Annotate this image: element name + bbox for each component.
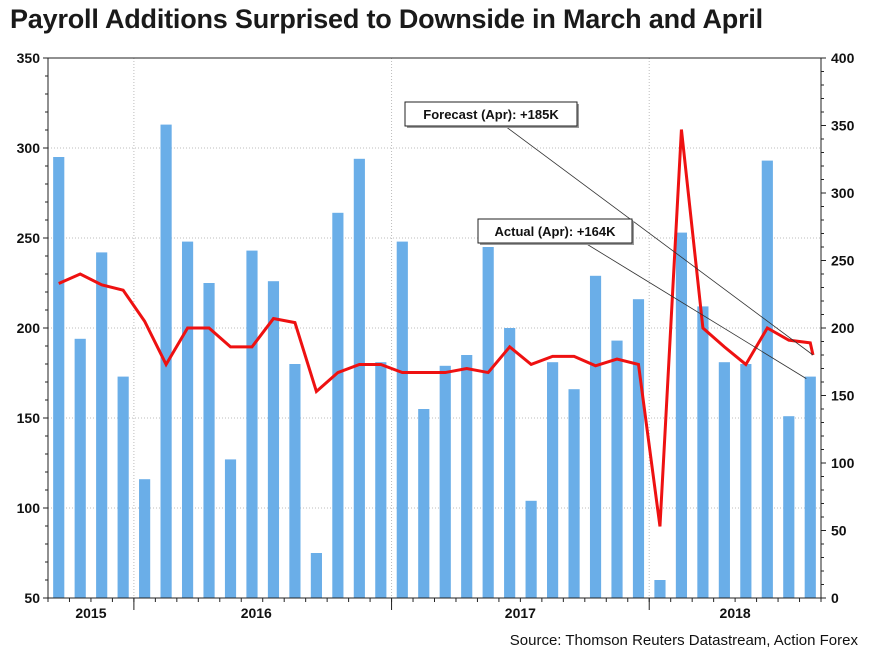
bar-actual-26 — [611, 340, 623, 598]
line-layer — [58, 129, 815, 527]
bar-actual-19 — [461, 355, 473, 598]
bar-actual-27 — [632, 299, 645, 598]
axis-layer: 50 100 150 200 250 300 350 0 50 100 150 200 250 300 35… — [17, 50, 855, 621]
annotation-leader-0 — [504, 125, 814, 356]
right-tick-label: 350 — [831, 118, 855, 134]
annotation-text-0: Forecast (Apr): +185K — [423, 107, 559, 122]
bar-actual-24 — [568, 389, 580, 598]
bar-actual-7 — [203, 283, 215, 598]
bar-layer — [53, 124, 816, 599]
bar-actual-34 — [783, 416, 795, 598]
grid-layer — [48, 58, 821, 598]
bar-actual-35 — [804, 376, 816, 598]
bar-actual-6 — [181, 241, 194, 598]
annotation-box-1 — [477, 218, 633, 244]
right-tick-label: 300 — [831, 185, 855, 201]
bar-actual-9 — [246, 250, 258, 598]
left-tick-label: 250 — [17, 230, 41, 246]
left-tick-label: 100 — [17, 500, 41, 516]
bar-actual-28 — [654, 580, 666, 598]
right-tick-label: 250 — [831, 253, 855, 269]
chart-title: Payroll Additions Surprised to Downside … — [10, 4, 763, 34]
right-tick-label: 50 — [831, 523, 847, 539]
left-tick-label: 50 — [24, 590, 40, 606]
bar-actual-14 — [353, 158, 365, 599]
left-tick-label: 300 — [17, 140, 41, 156]
bar-actual-20 — [482, 247, 494, 598]
right-tick-label: 200 — [831, 320, 855, 336]
bar-actual-13 — [332, 212, 344, 599]
bar-actual-17 — [418, 409, 430, 598]
bar-actual-1 — [74, 338, 86, 598]
left-tick-label: 150 — [17, 410, 41, 426]
year-label-2018: 2018 — [720, 605, 751, 621]
right-tick-label: 100 — [831, 455, 855, 471]
bar-actual-33 — [761, 160, 773, 598]
bar-actual-16 — [396, 241, 408, 598]
bar-actual-32 — [740, 364, 752, 598]
bar-actual-15 — [375, 362, 387, 598]
bar-actual-2 — [96, 252, 108, 598]
source-note: Source: Thomson Reuters Datastream, Acti… — [509, 632, 858, 649]
annotation-text-1: Actual (Apr): +164K — [495, 224, 617, 239]
bar-actual-31 — [718, 362, 730, 598]
right-tick-label: 0 — [831, 590, 839, 606]
bar-actual-12 — [310, 553, 322, 598]
bar-actual-18 — [439, 365, 451, 598]
bar-actual-0 — [53, 157, 65, 598]
bar-actual-23 — [547, 362, 559, 598]
bar-actual-21 — [504, 328, 516, 598]
right-tick-label: 400 — [831, 50, 855, 66]
left-tick-label: 200 — [17, 320, 41, 336]
year-label-2017: 2017 — [505, 605, 536, 621]
bar-actual-3 — [117, 376, 129, 598]
year-label-2015: 2015 — [75, 605, 106, 621]
annotation-leader-1 — [584, 242, 807, 379]
bar-actual-8 — [224, 459, 237, 598]
bar-actual-22 — [525, 500, 537, 598]
left-tick-label: 350 — [17, 50, 41, 66]
bar-actual-4 — [139, 479, 151, 598]
bar-actual-11 — [289, 364, 301, 598]
annotation-layer: Forecast (Apr): +185K Actual (Apr): +164K — [404, 101, 814, 379]
bar-actual-29 — [675, 232, 688, 598]
bar-actual-25 — [589, 275, 602, 598]
bar-actual-10 — [267, 281, 280, 598]
year-label-2016: 2016 — [241, 605, 272, 621]
right-tick-label: 150 — [831, 388, 855, 404]
bar-actual-30 — [697, 306, 709, 598]
annotation-box-0 — [404, 101, 578, 127]
